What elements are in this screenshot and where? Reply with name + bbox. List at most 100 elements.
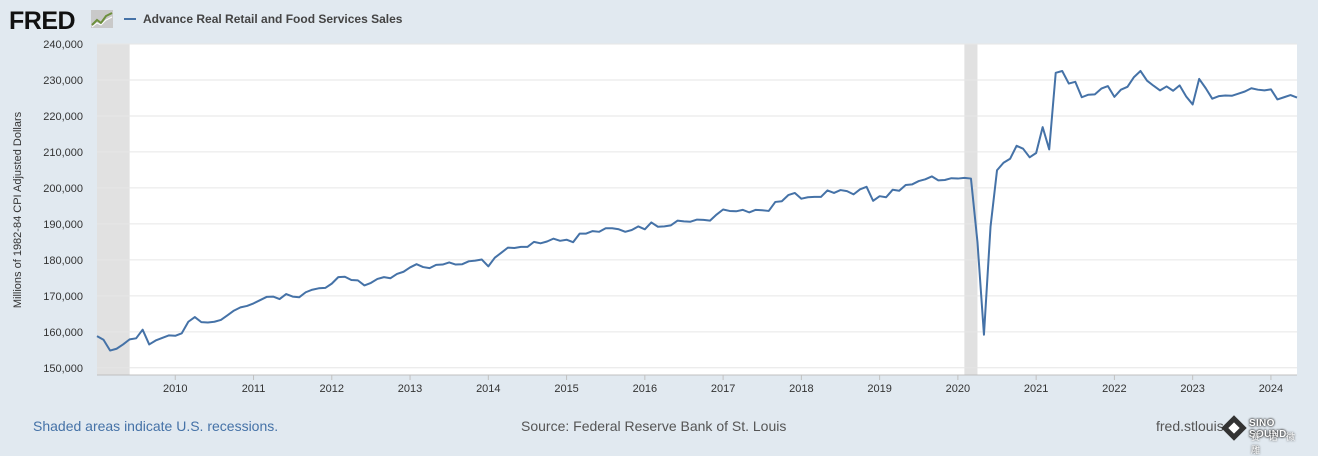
- data-point: [1165, 85, 1167, 87]
- data-point: [298, 296, 300, 298]
- data-point: [839, 189, 841, 191]
- data-point: [135, 337, 137, 339]
- x-tick-label: 2011: [242, 383, 266, 395]
- data-point: [474, 259, 476, 261]
- data-point: [239, 306, 241, 308]
- data-point: [533, 241, 535, 243]
- data-point: [852, 193, 854, 195]
- data-point: [1055, 72, 1057, 74]
- data-point: [826, 189, 828, 191]
- data-point: [970, 177, 972, 179]
- data-point: [422, 266, 424, 268]
- data-point: [337, 276, 339, 278]
- data-point: [1041, 126, 1043, 128]
- y-tick-label: 210,000: [43, 147, 83, 159]
- data-point: [1120, 88, 1122, 90]
- data-point: [233, 309, 235, 311]
- y-tick-label: 240,000: [43, 39, 83, 51]
- x-tick-label: 2013: [398, 383, 422, 395]
- data-point: [461, 263, 463, 265]
- data-point: [252, 302, 254, 304]
- line-chart[interactable]: 150,000 160,000 170,000 180,000 190,000 200,0…: [0, 0, 1318, 410]
- data-point: [285, 293, 287, 295]
- data-point: [311, 289, 313, 291]
- data-point: [950, 177, 952, 179]
- data-point: [141, 328, 143, 330]
- data-point: [898, 190, 900, 192]
- legend-series-swatch: [124, 18, 136, 20]
- data-point: [468, 260, 470, 262]
- data-point: [996, 169, 998, 171]
- data-point: [552, 237, 554, 239]
- fred-logo[interactable]: FRED: [9, 7, 76, 35]
- data-point: [631, 229, 633, 231]
- data-point: [683, 220, 685, 222]
- data-point: [305, 291, 307, 293]
- data-point: [318, 287, 320, 289]
- data-point: [1133, 76, 1135, 78]
- legend-series-label[interactable]: Advance Real Retail and Food Services Sa…: [143, 12, 403, 26]
- x-axis-ticks: 2010 2011 2012 2013 2014 2015 2016 2017 2018 2019…: [97, 374, 1297, 395]
- data-point: [722, 208, 724, 210]
- data-point: [1009, 158, 1011, 160]
- data-point: [585, 232, 587, 234]
- data-point: [598, 231, 600, 233]
- data-point: [1068, 82, 1070, 84]
- data-point: [481, 258, 483, 260]
- data-point: [728, 210, 730, 212]
- data-point: [102, 339, 104, 341]
- data-point: [1231, 95, 1233, 97]
- data-point: [291, 295, 293, 297]
- data-point: [122, 343, 124, 345]
- data-point: [1250, 87, 1252, 89]
- data-point: [1224, 94, 1226, 96]
- data-point: [676, 219, 678, 221]
- data-point: [1159, 89, 1161, 91]
- x-tick-label: 2017: [711, 383, 735, 395]
- data-point: [213, 321, 215, 323]
- data-point: [109, 349, 111, 351]
- data-point: [181, 332, 183, 334]
- x-tick-label: 2023: [1180, 383, 1204, 395]
- data-point: [794, 192, 796, 194]
- x-tick-label: 2021: [1024, 383, 1048, 395]
- data-point: [702, 219, 704, 221]
- data-point: [768, 210, 770, 212]
- data-point: [1263, 89, 1265, 91]
- data-point: [813, 196, 815, 198]
- y-axis-label: Millions of 1982-84 CPI Adjusted Dollars: [12, 111, 24, 309]
- data-point: [820, 196, 822, 198]
- data-point: [983, 334, 985, 336]
- data-point: [1087, 94, 1089, 96]
- data-point: [324, 287, 326, 289]
- data-point: [487, 265, 489, 267]
- data-point: [989, 226, 991, 228]
- data-point: [168, 334, 170, 336]
- x-tick-label: 2012: [320, 383, 344, 395]
- series-line[interactable]: [96, 69, 1298, 352]
- data-point: [709, 219, 711, 221]
- data-point: [148, 343, 150, 345]
- data-point: [278, 298, 280, 300]
- y-tick-label: 200,000: [43, 183, 83, 195]
- data-point: [800, 198, 802, 200]
- data-point: [605, 227, 607, 229]
- data-point: [383, 276, 385, 278]
- data-point: [1048, 148, 1050, 150]
- data-point: [1126, 86, 1128, 88]
- x-tick-label: 2018: [789, 383, 813, 395]
- data-point: [911, 183, 913, 185]
- y-tick-label: 220,000: [43, 111, 83, 123]
- data-point: [435, 264, 437, 266]
- y-tick-label: 180,000: [43, 255, 83, 267]
- data-point: [1035, 152, 1037, 154]
- data-point: [1022, 147, 1024, 149]
- data-point: [904, 184, 906, 186]
- data-point: [715, 213, 717, 215]
- data-point: [1152, 85, 1154, 87]
- data-point: [363, 284, 365, 286]
- data-point: [246, 305, 248, 307]
- data-point: [513, 247, 515, 249]
- site-link[interactable]: fred.stlouis: [1156, 418, 1224, 434]
- data-point: [376, 278, 378, 280]
